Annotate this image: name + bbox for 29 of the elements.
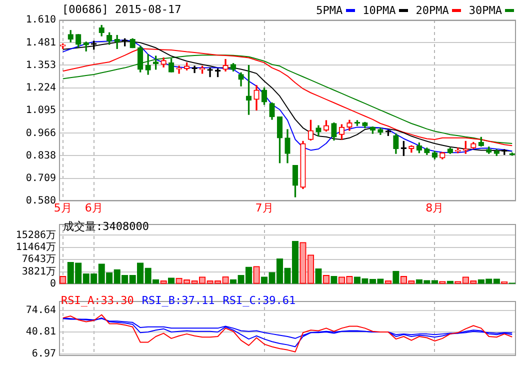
chart-title: 成交量:3408000 bbox=[63, 219, 149, 234]
y-tick-label: 0.838 bbox=[26, 150, 56, 162]
x-tick-label: 8月 bbox=[426, 201, 444, 214]
series-label: RSI_B:37.11 bbox=[142, 294, 215, 307]
legend-label: 30PMA bbox=[468, 4, 502, 17]
chart-title: [00686] 2015-08-17 bbox=[62, 3, 182, 16]
series-label: RSI_A:33.30 bbox=[61, 294, 134, 307]
y-tick-label: 15286万 bbox=[16, 230, 56, 241]
y-tick-label: 0.580 bbox=[26, 196, 56, 207]
series-label: RSI_C:39.61 bbox=[222, 294, 296, 307]
y-tick-label: 40.81 bbox=[26, 326, 56, 338]
y-tick-label: 1.610 bbox=[26, 14, 56, 26]
y-tick-label: 1.224 bbox=[26, 82, 56, 94]
y-tick-label: 1.095 bbox=[26, 105, 56, 116]
y-tick-label: 1.353 bbox=[26, 60, 56, 71]
y-tick-label: 3821万 bbox=[22, 266, 56, 278]
legend-label: 10PMA bbox=[362, 4, 396, 17]
y-tick-label: 1.481 bbox=[26, 37, 56, 48]
y-tick-label: 11464万 bbox=[16, 242, 56, 254]
legend-label: 5PMA bbox=[316, 4, 343, 17]
x-tick-label: 6月 bbox=[84, 201, 103, 214]
y-tick-label: 0.709 bbox=[26, 172, 56, 184]
legend-label: 20PMA bbox=[416, 4, 449, 17]
x-tick-label: 7月 bbox=[255, 201, 274, 214]
y-tick-label: 7643万 bbox=[22, 254, 56, 266]
y-tick-label: 0.966 bbox=[26, 128, 56, 139]
y-tick-label: 74.64 bbox=[26, 305, 56, 316]
y-tick-label: 6.97 bbox=[32, 348, 56, 360]
y-tick-label: 0 bbox=[50, 278, 56, 290]
